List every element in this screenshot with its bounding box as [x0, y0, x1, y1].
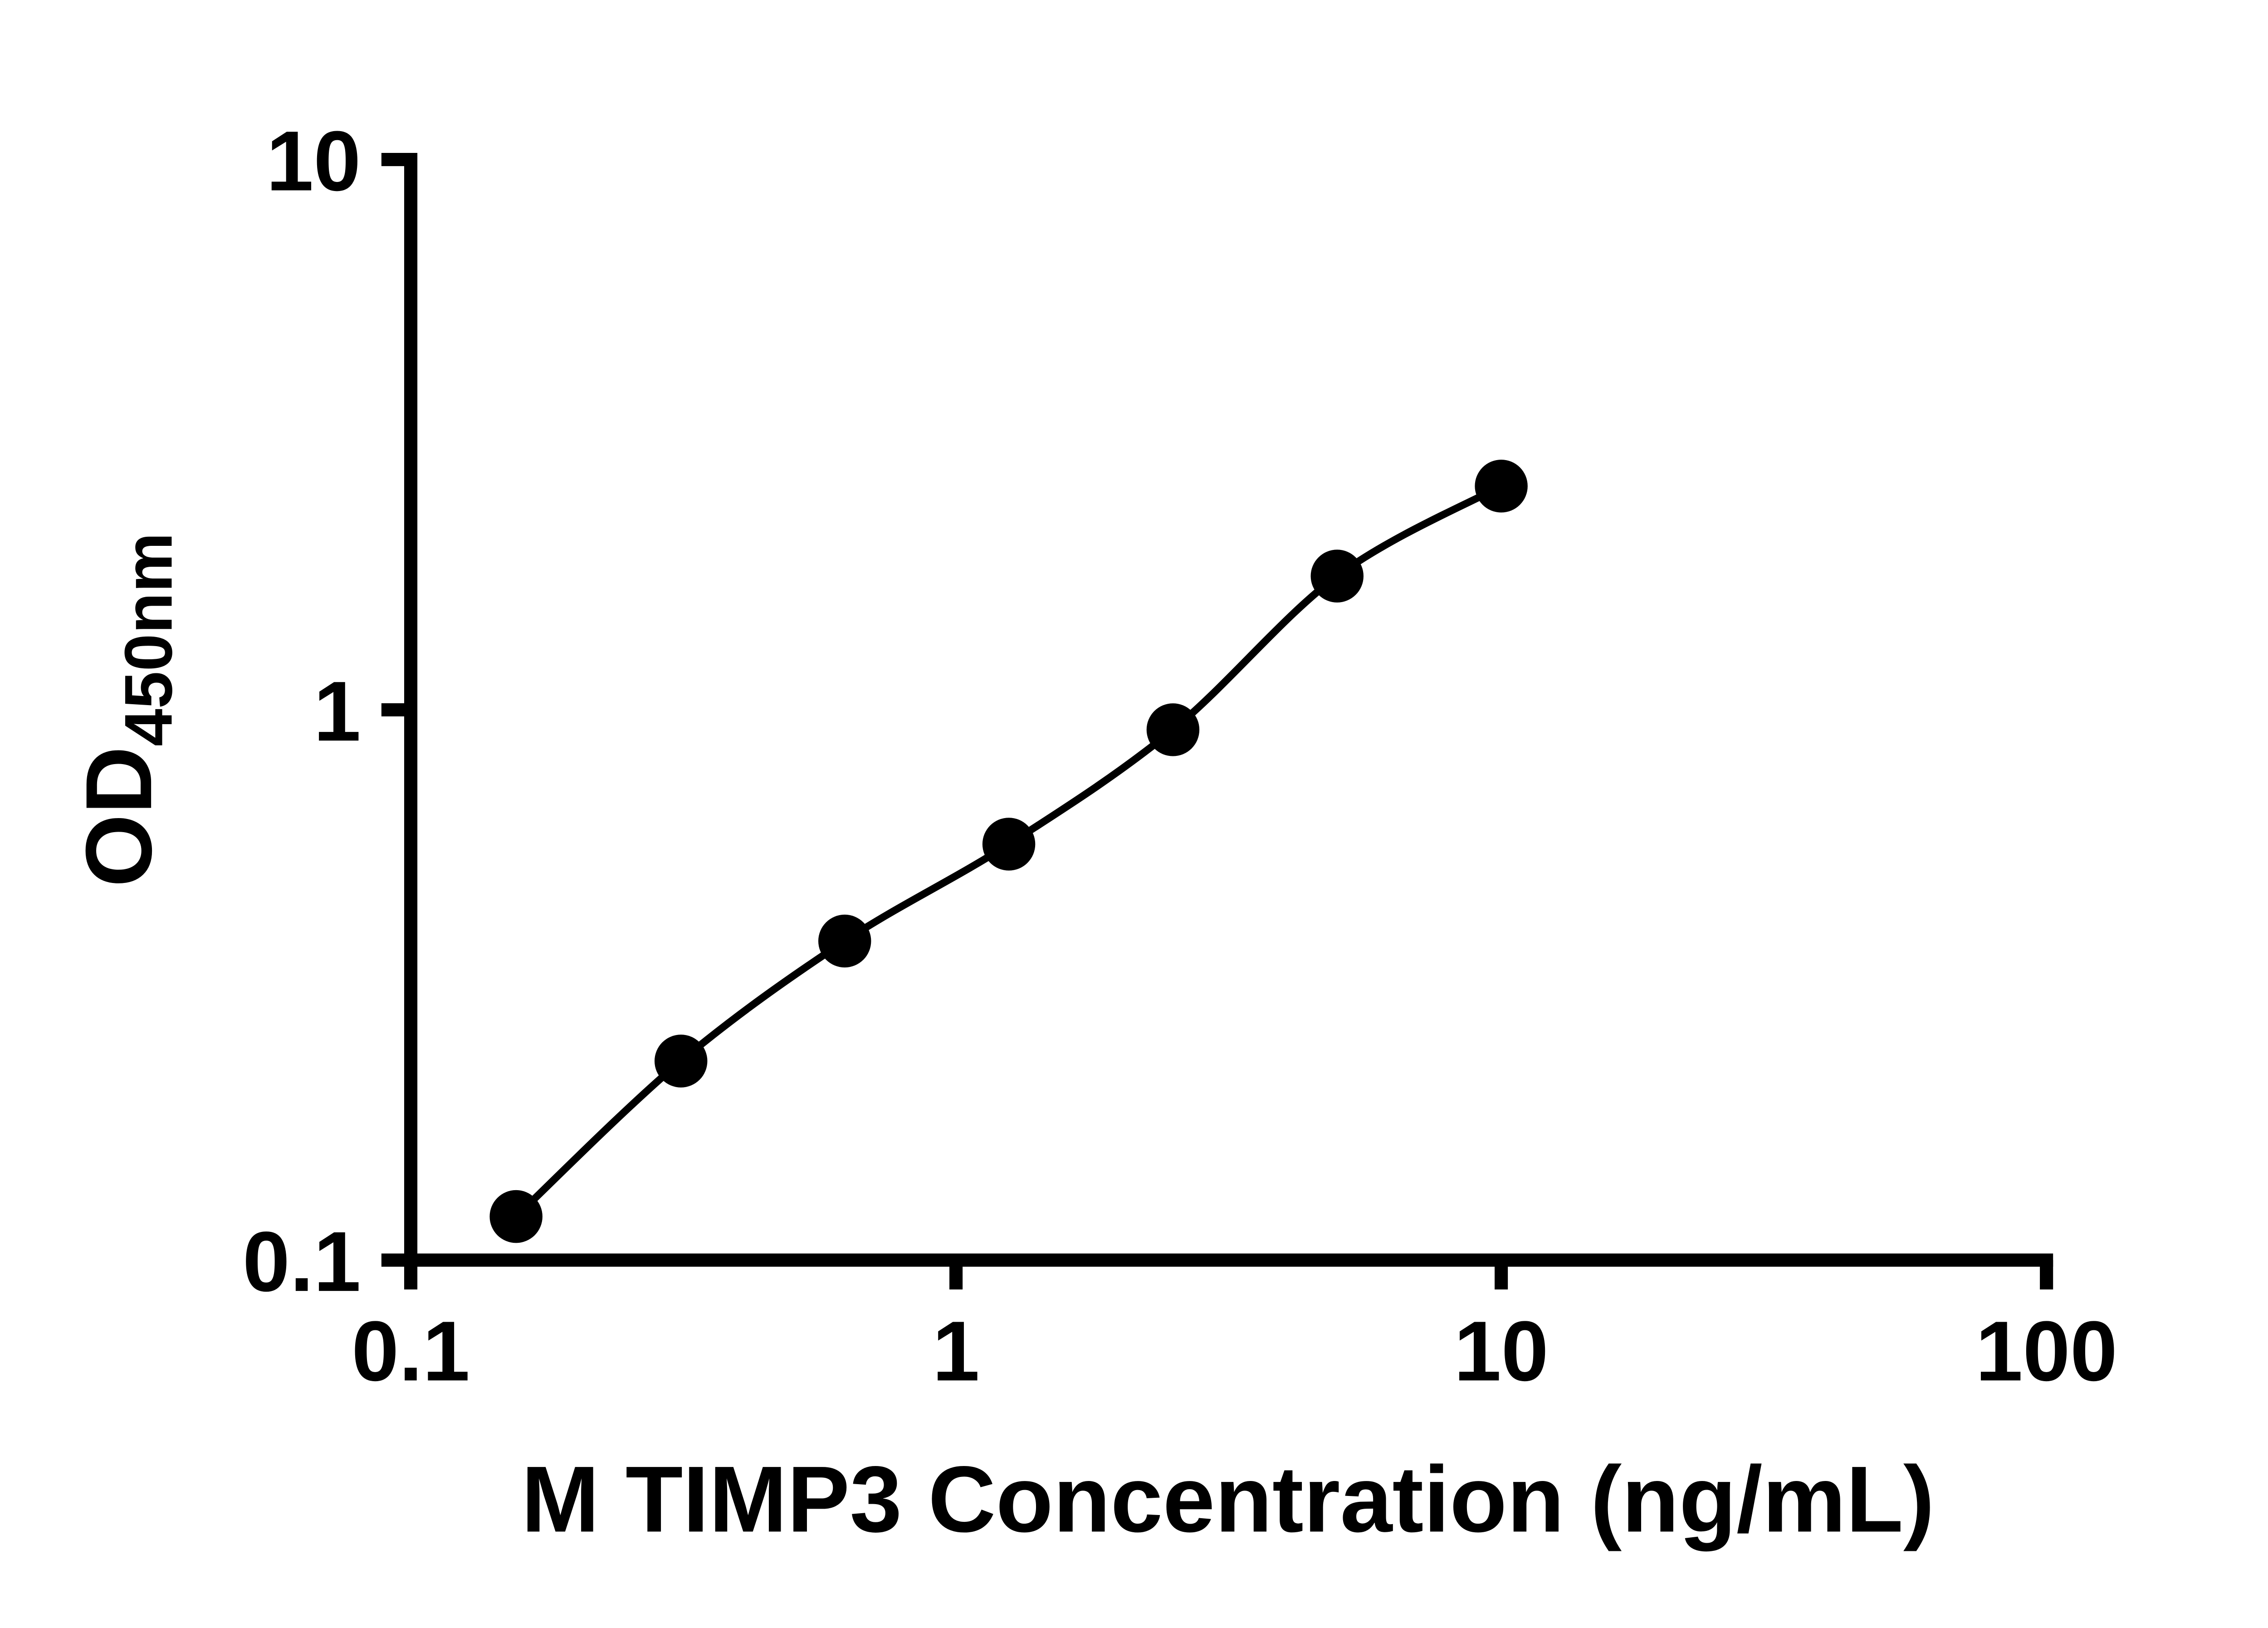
y-axis-tick-label: 10 [266, 113, 361, 208]
x-axis-tick-label: 10 [1454, 1303, 1549, 1398]
y-axis-title-main: OD [66, 746, 171, 887]
data-point [1475, 460, 1528, 513]
x-axis-tick-label: 0.1 [352, 1303, 470, 1398]
data-point [489, 1190, 543, 1243]
y-axis-tick-label: 0.1 [243, 1214, 361, 1309]
data-point [818, 914, 871, 968]
data-point [1146, 703, 1200, 756]
axes-frame [404, 153, 2053, 1267]
data-point [655, 1035, 708, 1088]
y-axis-title: OD450nm [66, 532, 186, 887]
x-axis-tick-label: 1 [932, 1303, 979, 1398]
data-point [1310, 549, 1364, 603]
y-axis-tick-label: 1 [313, 663, 361, 759]
y-axis-title-subscript: 450nm [110, 532, 186, 746]
data-point [982, 818, 1036, 871]
plot-area: 0.1 1 10 100 0.1 1 10 [243, 113, 2117, 1398]
x-axis-tick-label: 100 [1975, 1303, 2117, 1398]
x-axis-title: M TIMP3 Concentration (ng/mL) [521, 1447, 1935, 1552]
